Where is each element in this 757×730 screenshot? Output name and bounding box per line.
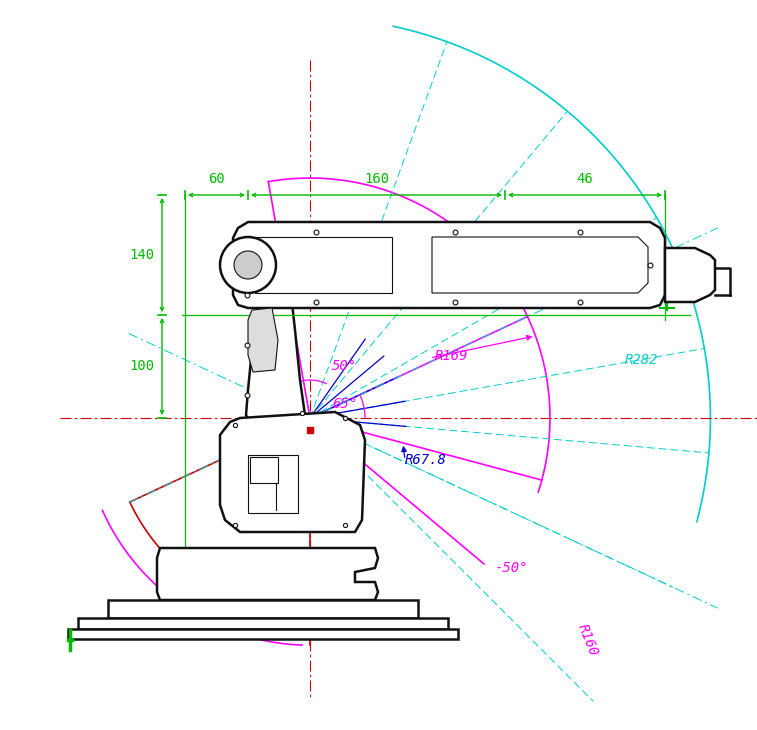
Polygon shape xyxy=(233,240,312,442)
Text: -50°: -50° xyxy=(495,561,528,575)
Bar xyxy=(108,600,418,618)
Text: R160: R160 xyxy=(575,622,600,658)
Polygon shape xyxy=(255,237,392,293)
Text: 160: 160 xyxy=(177,602,203,630)
Text: 50°: 50° xyxy=(332,359,357,373)
Bar xyxy=(68,629,458,639)
Text: 65°: 65° xyxy=(250,611,275,625)
Text: 4: 4 xyxy=(670,290,677,300)
Text: 140: 140 xyxy=(129,248,154,262)
Polygon shape xyxy=(233,222,665,308)
Text: R140: R140 xyxy=(220,580,251,615)
Bar xyxy=(250,457,278,483)
Text: 60: 60 xyxy=(208,172,225,186)
Polygon shape xyxy=(665,248,715,302)
Bar xyxy=(78,618,448,629)
Text: 160: 160 xyxy=(364,172,389,186)
Text: R169: R169 xyxy=(435,349,469,363)
Circle shape xyxy=(220,237,276,293)
Text: R282: R282 xyxy=(625,353,659,367)
Bar xyxy=(248,455,298,513)
Text: R67.8: R67.8 xyxy=(405,453,447,467)
Circle shape xyxy=(234,251,262,279)
Text: 46: 46 xyxy=(577,172,593,186)
Polygon shape xyxy=(432,237,648,293)
Polygon shape xyxy=(248,308,278,372)
Text: 100: 100 xyxy=(129,359,154,374)
Polygon shape xyxy=(220,412,365,532)
Polygon shape xyxy=(157,548,378,600)
Text: 65°: 65° xyxy=(332,397,357,411)
